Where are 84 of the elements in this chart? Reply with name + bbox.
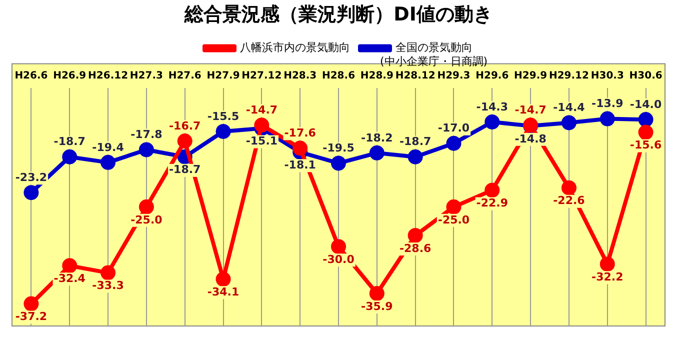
data-label: -17.8 [130, 128, 162, 142]
data-label: -18.7 [54, 135, 86, 148]
data-label: -32.2 [592, 270, 624, 284]
data-label: -25.0 [130, 213, 163, 226]
x-tick-label: H30.6 [629, 70, 662, 82]
data-label: -18.2 [361, 131, 393, 144]
data-label: -15.6 [630, 138, 662, 152]
data-label: -22.9 [476, 196, 508, 210]
point [638, 124, 654, 140]
data-label: -15.5 [207, 110, 240, 123]
x-tick-label: H29.6 [476, 70, 509, 82]
x-tick-label: H27.9 [206, 70, 240, 82]
x-tick-label: H28.6 [322, 70, 356, 82]
data-label: -13.9 [592, 97, 624, 110]
data-label: -18.7 [399, 135, 432, 148]
point [24, 296, 39, 312]
point [484, 182, 500, 198]
point [24, 185, 39, 200]
data-label: -14.7 [514, 103, 546, 116]
data-label: -17.0 [438, 122, 470, 135]
point [100, 265, 116, 280]
point [369, 145, 384, 160]
data-label: -14.4 [553, 101, 586, 114]
point [216, 124, 231, 139]
x-tick-label: H26.6 [14, 70, 48, 82]
point [484, 114, 500, 130]
data-label: -17.6 [284, 126, 316, 140]
data-label: -14.3 [476, 100, 508, 114]
data-label: -35.9 [361, 300, 393, 313]
data-label: -14.8 [514, 132, 546, 146]
x-tick-label: H26.9 [53, 70, 86, 82]
point [446, 199, 462, 214]
data-label: -33.3 [92, 279, 124, 292]
point [177, 134, 192, 148]
point [446, 136, 462, 151]
point [600, 111, 615, 126]
point [561, 180, 576, 196]
point [331, 239, 346, 254]
data-label: -32.4 [54, 272, 86, 286]
data-label: -19.5 [322, 142, 354, 155]
chart-title: 総合景況感（業況判断）DI値の動き [184, 3, 492, 26]
x-tick-label: H27.3 [130, 70, 163, 82]
x-tick-label: H29.9 [514, 70, 548, 82]
data-label: -30.0 [322, 252, 355, 266]
point [100, 154, 116, 170]
point [408, 228, 423, 243]
data-label: -14.7 [246, 103, 278, 116]
point [331, 156, 346, 171]
point [216, 272, 231, 287]
data-label: -14.0 [630, 98, 662, 111]
x-tick-label: H28.9 [360, 70, 394, 82]
x-tick-label: H26.12 [88, 70, 128, 82]
point [62, 258, 78, 274]
data-label: -25.0 [438, 213, 470, 226]
text: (中小企業庁・日商調) [380, 55, 488, 68]
x-tick-label: H28.12 [395, 70, 436, 82]
point [292, 140, 308, 156]
point [408, 149, 423, 164]
point [561, 115, 576, 130]
data-label: -18.1 [284, 158, 316, 172]
x-tick-label: H29.12 [548, 70, 590, 82]
point [600, 256, 615, 272]
point [138, 142, 154, 158]
x-tick-label: H28.3 [284, 70, 317, 82]
data-label: -23.2 [15, 170, 48, 184]
data-label: -18.7 [168, 163, 201, 176]
point [638, 112, 654, 128]
data-label: -16.7 [168, 119, 201, 132]
point [62, 149, 78, 164]
x-tick-label: H27.6 [168, 70, 202, 82]
point [138, 199, 154, 214]
legend-label: 全国の景気動向 [396, 41, 472, 54]
data-label: -28.6 [399, 242, 432, 255]
data-label: -34.1 [207, 286, 240, 299]
data-label: -22.6 [553, 194, 586, 208]
point [369, 286, 384, 301]
legend-label: 八幡浜市内の景気動向 [240, 41, 350, 54]
x-tick-label: H29.3 [437, 70, 470, 82]
data-label: -37.2 [15, 310, 48, 324]
data-label: -19.4 [92, 140, 124, 154]
x-tick-label: H27.12 [242, 70, 282, 82]
x-tick-label: H30.3 [590, 70, 624, 82]
data-label: -15.1 [246, 134, 278, 148]
point [254, 118, 270, 133]
